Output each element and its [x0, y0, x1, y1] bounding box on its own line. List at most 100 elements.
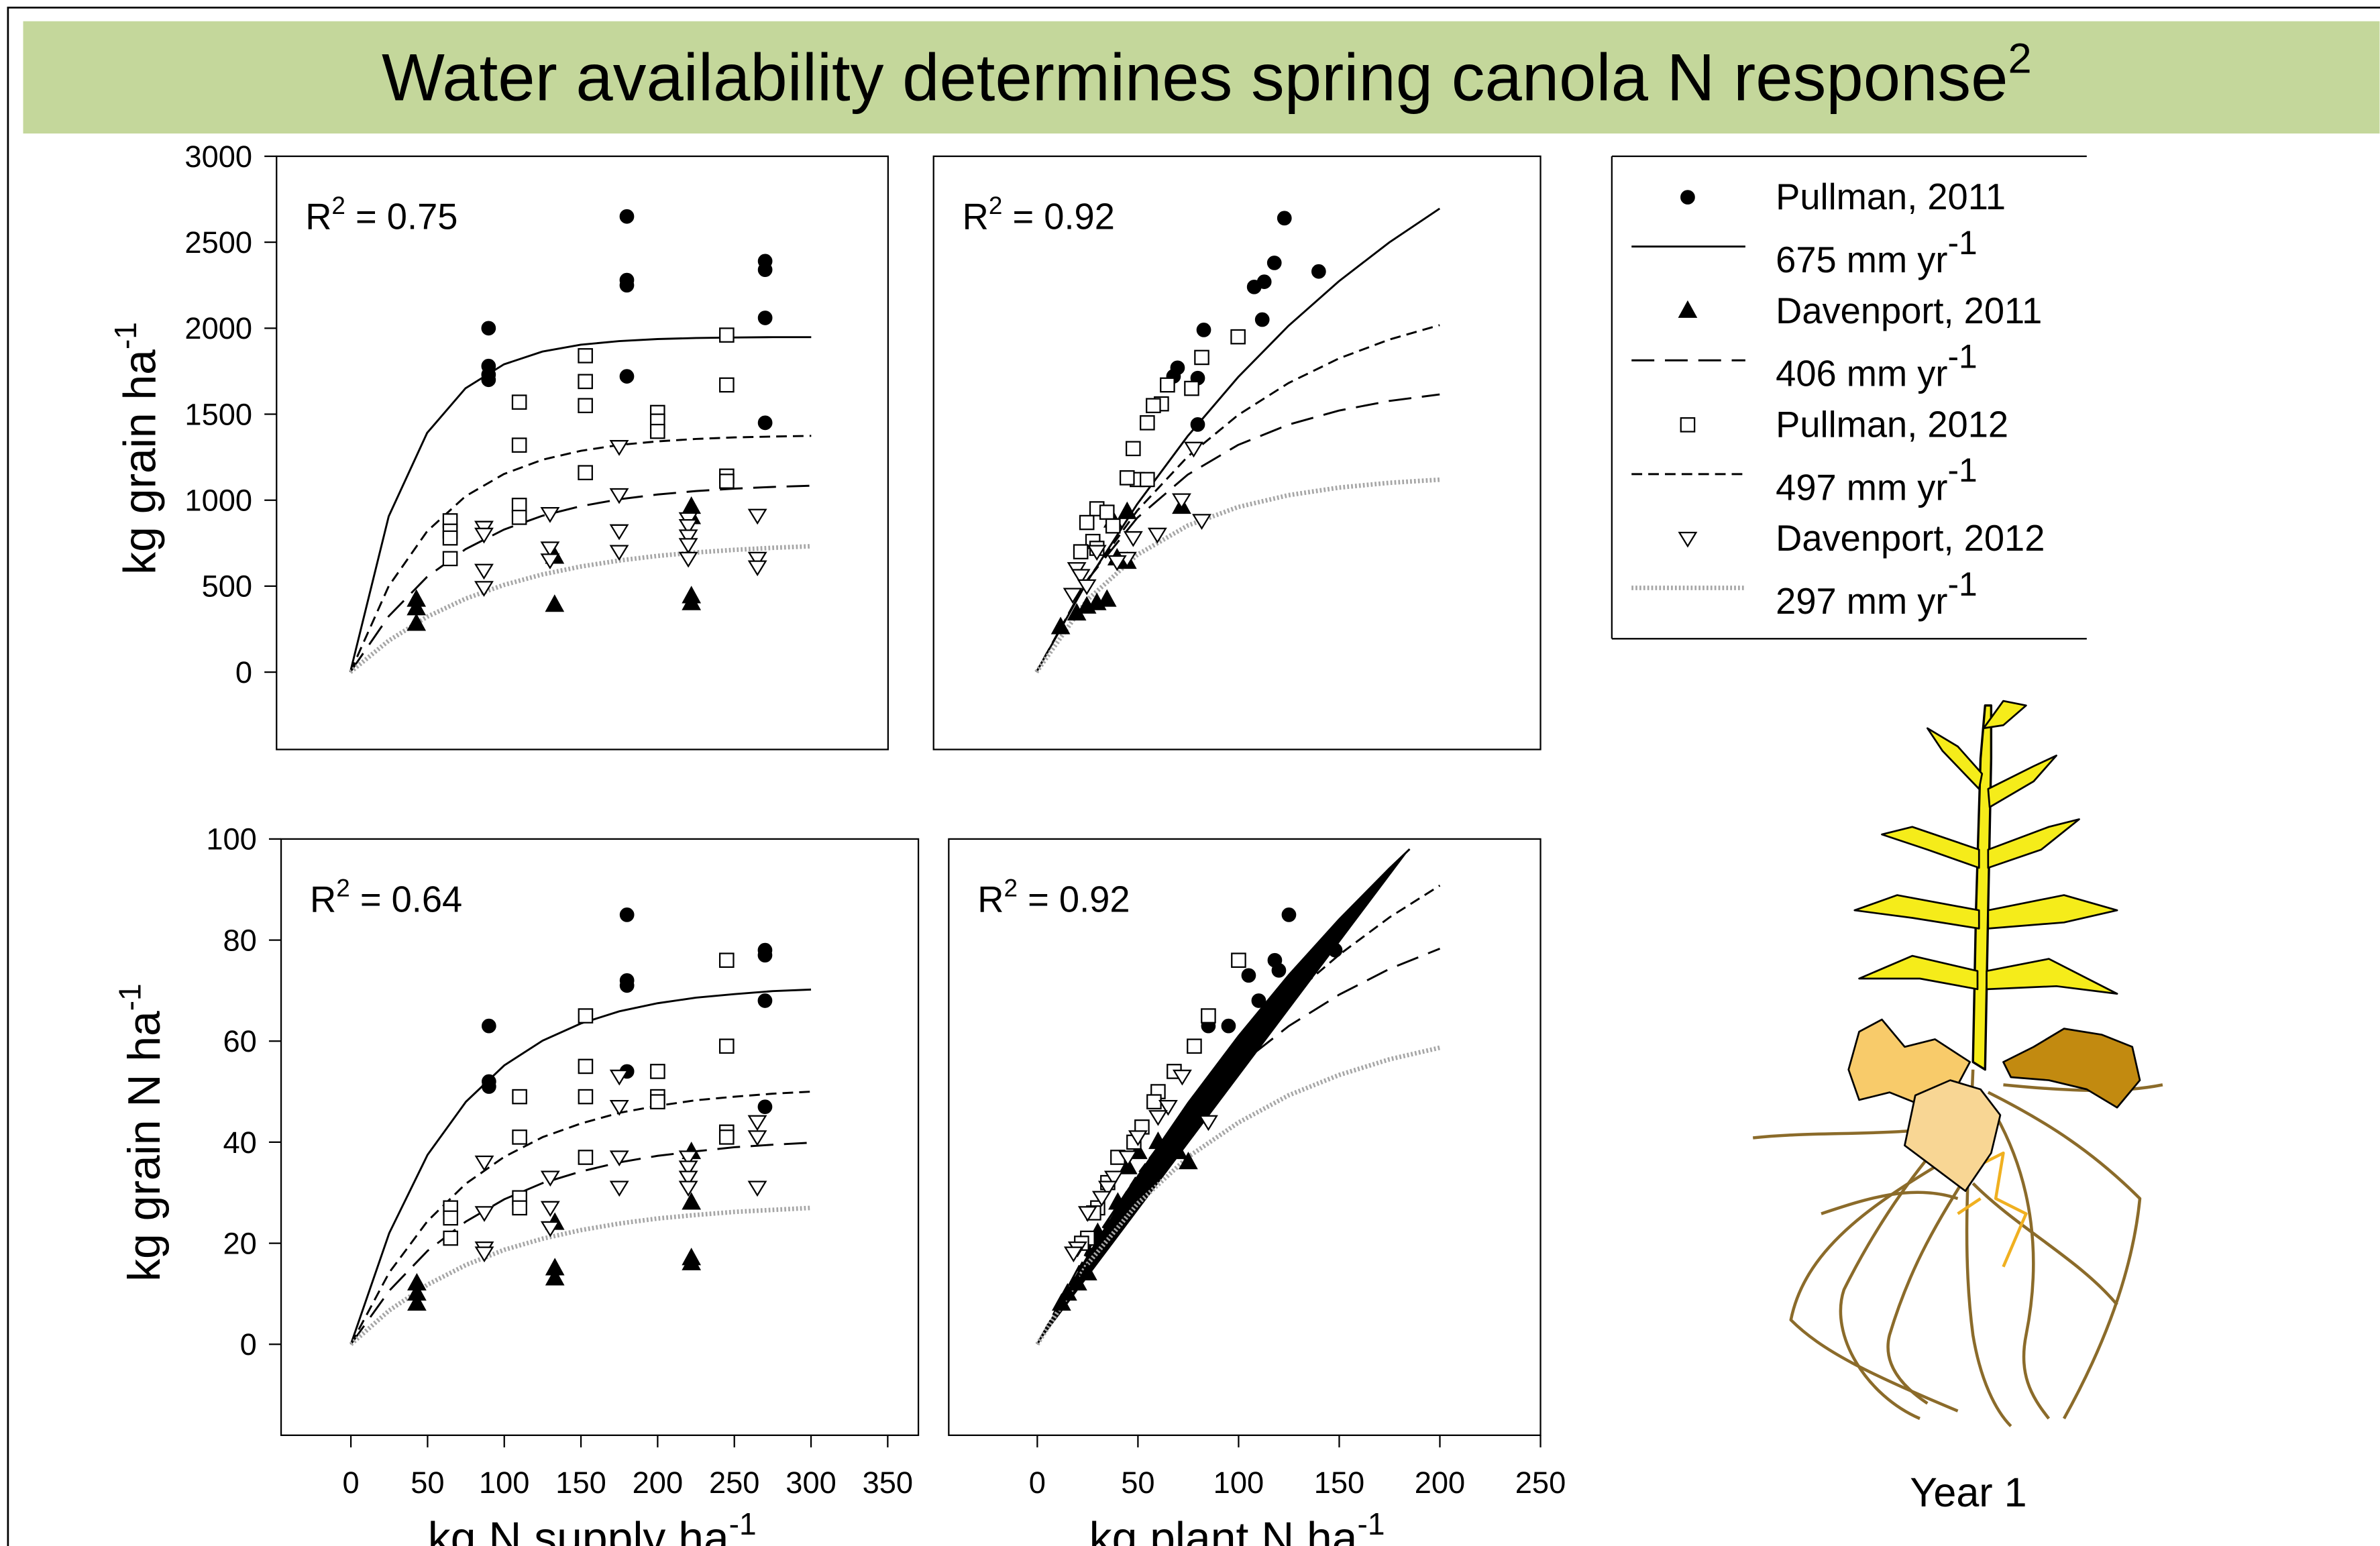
- marker-square: [578, 398, 593, 414]
- cotyledon-right: [2002, 1028, 2141, 1109]
- marker-square: [442, 530, 458, 546]
- marker-square: [442, 551, 458, 567]
- plot-frame: [948, 838, 1541, 1437]
- fitted-curve: [349, 1091, 812, 1345]
- legend-label: Davenport, 2011: [1776, 290, 2042, 331]
- r-squared-tail: = 0.92: [1002, 197, 1114, 237]
- r-squared-tail: = 0.92: [1018, 879, 1130, 920]
- marker-triangle-down: [1103, 1170, 1124, 1187]
- legend-label: Pullman, 2012: [1776, 404, 2008, 445]
- leaf: [1926, 727, 1984, 790]
- plot-frame: [276, 155, 889, 751]
- marker-triangle-up: [682, 592, 702, 610]
- r-squared-superscript: 2: [1004, 875, 1018, 902]
- marker-triangle-down: [1071, 569, 1091, 585]
- marker-square: [719, 474, 735, 489]
- marker-square: [718, 952, 735, 969]
- marker-square: [1184, 380, 1199, 396]
- marker-triangle-down: [1123, 531, 1143, 547]
- marker-circle: [619, 907, 635, 922]
- marker-triangle-down: [678, 518, 698, 535]
- root: [1987, 1091, 2142, 1420]
- y-tick-label: 80: [223, 923, 257, 957]
- plot-area: [932, 155, 1541, 751]
- marker-square: [719, 327, 735, 343]
- y-axis-label: kg grain N ha-1: [113, 983, 170, 1282]
- marker-triangle-down: [540, 1201, 560, 1217]
- marker-square: [511, 510, 527, 525]
- slide-border: [7, 6, 2380, 1546]
- stem: [1971, 704, 1993, 1071]
- marker-triangle-up: [1169, 1142, 1188, 1160]
- marker-circle: [619, 978, 635, 993]
- r-squared-tail: = 0.64: [350, 879, 462, 920]
- title-superscript: 2: [2008, 36, 2032, 82]
- marker-triangle-up: [1052, 1293, 1071, 1311]
- marker-triangle-down: [1087, 545, 1107, 561]
- data-layer: [1035, 848, 1441, 1346]
- marker-triangle-up: [1078, 1262, 1097, 1280]
- legend-label-base: 675 mm yr: [1776, 239, 1947, 280]
- marker-triangle-down: [1158, 1100, 1178, 1116]
- marker-triangle-down: [1063, 588, 1083, 604]
- marker-circle: [1271, 962, 1287, 978]
- marker-square: [718, 1129, 735, 1145]
- fitted-curve: [1036, 948, 1441, 1345]
- marker-triangle-down: [540, 553, 560, 569]
- marker-square: [578, 348, 593, 364]
- marker-triangle-down: [609, 1150, 629, 1166]
- marker-circle: [757, 415, 773, 431]
- marker-square: [649, 423, 665, 439]
- marker-circle: [757, 311, 773, 325]
- y-tick-label: 3000: [184, 140, 252, 174]
- plot-area: 0 50 100 150 200 250: [948, 838, 1566, 1500]
- marker-circle: [1266, 256, 1282, 270]
- y-axis-label-base: kg grain ha: [115, 349, 165, 575]
- marker-triangle-down: [1192, 514, 1211, 530]
- marker-square: [1230, 329, 1246, 345]
- marker-triangle-down: [609, 1180, 629, 1197]
- marker-circle: [1254, 312, 1270, 327]
- title-bar: [23, 21, 2380, 134]
- marker-triangle-up: [1058, 1283, 1077, 1301]
- x-axis-label-base: kg N supply ha: [428, 1513, 729, 1546]
- plot-frame: [932, 155, 1541, 751]
- r-squared-base: R: [305, 197, 331, 237]
- x-axis-label-superscript: -1: [1358, 1506, 1385, 1541]
- fitted-curve: [1035, 393, 1440, 673]
- marker-circle: [1328, 942, 1343, 958]
- marker-square: [578, 1058, 594, 1074]
- r-squared-base: R: [977, 879, 1004, 920]
- y-tick-label: 100: [206, 822, 256, 857]
- marker-square: [1140, 472, 1155, 488]
- marker-square: [1079, 514, 1095, 531]
- y-tick-label: 1500: [184, 397, 252, 431]
- leaf: [1881, 826, 1980, 869]
- x-tick-label: 100: [479, 1466, 529, 1500]
- marker-square: [719, 377, 735, 393]
- marker-circle: [1277, 211, 1292, 226]
- leaf: [1986, 958, 2118, 995]
- marker-triangle-up: [1179, 1152, 1198, 1170]
- marker-circle: [1311, 264, 1326, 279]
- y-tick-label: 60: [223, 1024, 257, 1058]
- marker-circle: [1251, 993, 1266, 1008]
- y-tick-label: 0: [235, 655, 252, 689]
- r-squared: R2 = 0.64: [310, 875, 462, 920]
- marker-triangle-down: [747, 1130, 767, 1146]
- fitted-curve: [349, 1142, 812, 1345]
- legend-label: 497 mm yr-1: [1776, 451, 1978, 508]
- marker-square: [511, 394, 527, 410]
- legend-label: Pullman, 2011: [1776, 176, 2006, 217]
- marker-triangle-down: [474, 527, 494, 544]
- marker-triangle-down: [540, 1170, 560, 1187]
- y-axis-label-base: kg grain N ha: [119, 1011, 170, 1282]
- r-squared-base: R: [963, 197, 989, 237]
- marker-triangle-down: [1077, 1206, 1097, 1222]
- marker-square: [1140, 415, 1155, 431]
- r-squared-superscript: 2: [989, 192, 1003, 219]
- marker-triangle-down: [474, 1155, 494, 1172]
- cotyledon-middle: [1904, 1079, 2002, 1193]
- marker-square: [1146, 398, 1161, 414]
